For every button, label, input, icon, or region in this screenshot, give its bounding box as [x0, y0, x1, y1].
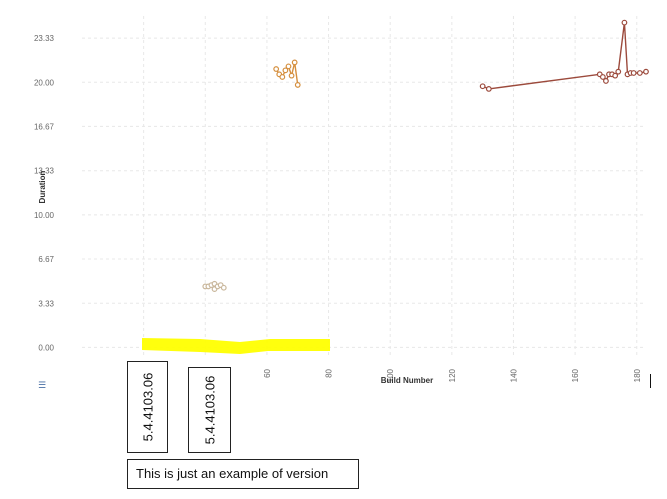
data-point — [636, 70, 643, 76]
data-point — [612, 72, 619, 79]
y-tick-label: 23.33 — [34, 34, 55, 43]
y-tick-label: 0.00 — [38, 343, 54, 352]
data-point — [621, 19, 628, 26]
list-icon[interactable]: ☰ — [37, 380, 47, 390]
version-label-box: 5.4.4103.06 — [127, 361, 168, 453]
data-point — [479, 83, 486, 90]
data-point — [220, 284, 227, 291]
y-tick-label: 16.67 — [34, 122, 55, 131]
data-point — [599, 74, 606, 80]
y-tick-label: 20.00 — [34, 78, 55, 87]
x-tick-label: 120 — [448, 368, 457, 382]
data-point — [615, 68, 622, 75]
x-tick-label: 60 — [263, 368, 272, 377]
y-tick-label: 10.00 — [34, 211, 55, 220]
y-tick-label: 13.33 — [34, 167, 55, 176]
series-line — [482, 22, 647, 90]
x-tick-label: 160 — [571, 368, 580, 382]
x-tick-label: 180 — [633, 368, 642, 382]
data-point — [285, 63, 292, 70]
y-tick-label: 3.33 — [38, 299, 54, 308]
y-axis-title: Duration — [38, 170, 47, 203]
data-point — [288, 72, 295, 79]
data-point — [294, 82, 301, 88]
edge-mark — [650, 374, 651, 388]
version-label-text: 5.4.4103.06 — [202, 375, 217, 445]
data-point — [485, 86, 492, 92]
data-point — [279, 74, 286, 80]
data-point — [282, 67, 289, 74]
x-tick-label: 100 — [386, 368, 395, 382]
y-tick-label: 6.67 — [38, 255, 54, 264]
version-label-text: 5.4.4103.06 — [140, 372, 155, 442]
data-point — [643, 68, 649, 75]
x-axis-title: Build Number — [381, 376, 433, 385]
version-label-box: 5.4.4103.06 — [188, 367, 231, 453]
data-point — [291, 59, 298, 66]
data-point — [630, 70, 637, 76]
x-tick-label: 140 — [509, 368, 518, 382]
data-point — [603, 78, 609, 84]
x-tick-label: 80 — [325, 368, 334, 377]
highlight-mark — [142, 338, 330, 354]
data-point — [273, 66, 280, 72]
version-note: This is just an example of version — [127, 459, 359, 489]
